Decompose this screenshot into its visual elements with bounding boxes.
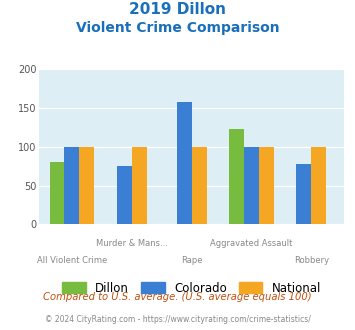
Legend: Dillon, Colorado, National: Dillon, Colorado, National: [58, 277, 326, 299]
Bar: [296, 164, 311, 224]
Text: Murder & Mans...: Murder & Mans...: [96, 239, 168, 248]
Bar: [65, 147, 80, 224]
Bar: [177, 102, 192, 224]
Text: Aggravated Assault: Aggravated Assault: [211, 239, 293, 248]
Bar: [311, 147, 326, 224]
Text: Rape: Rape: [181, 256, 202, 265]
Bar: [117, 166, 132, 224]
Bar: [132, 147, 147, 224]
Bar: [80, 147, 94, 224]
Text: 2019 Dillon: 2019 Dillon: [129, 2, 226, 16]
Text: Violent Crime Comparison: Violent Crime Comparison: [76, 21, 279, 35]
Bar: [259, 147, 274, 224]
Bar: [50, 162, 65, 224]
Text: Robbery: Robbery: [294, 256, 329, 265]
Text: All Violent Crime: All Violent Crime: [37, 256, 107, 265]
Bar: [192, 147, 207, 224]
Text: Compared to U.S. average. (U.S. average equals 100): Compared to U.S. average. (U.S. average …: [43, 292, 312, 302]
Bar: [229, 129, 244, 224]
Text: © 2024 CityRating.com - https://www.cityrating.com/crime-statistics/: © 2024 CityRating.com - https://www.city…: [45, 315, 310, 324]
Bar: [244, 147, 259, 224]
